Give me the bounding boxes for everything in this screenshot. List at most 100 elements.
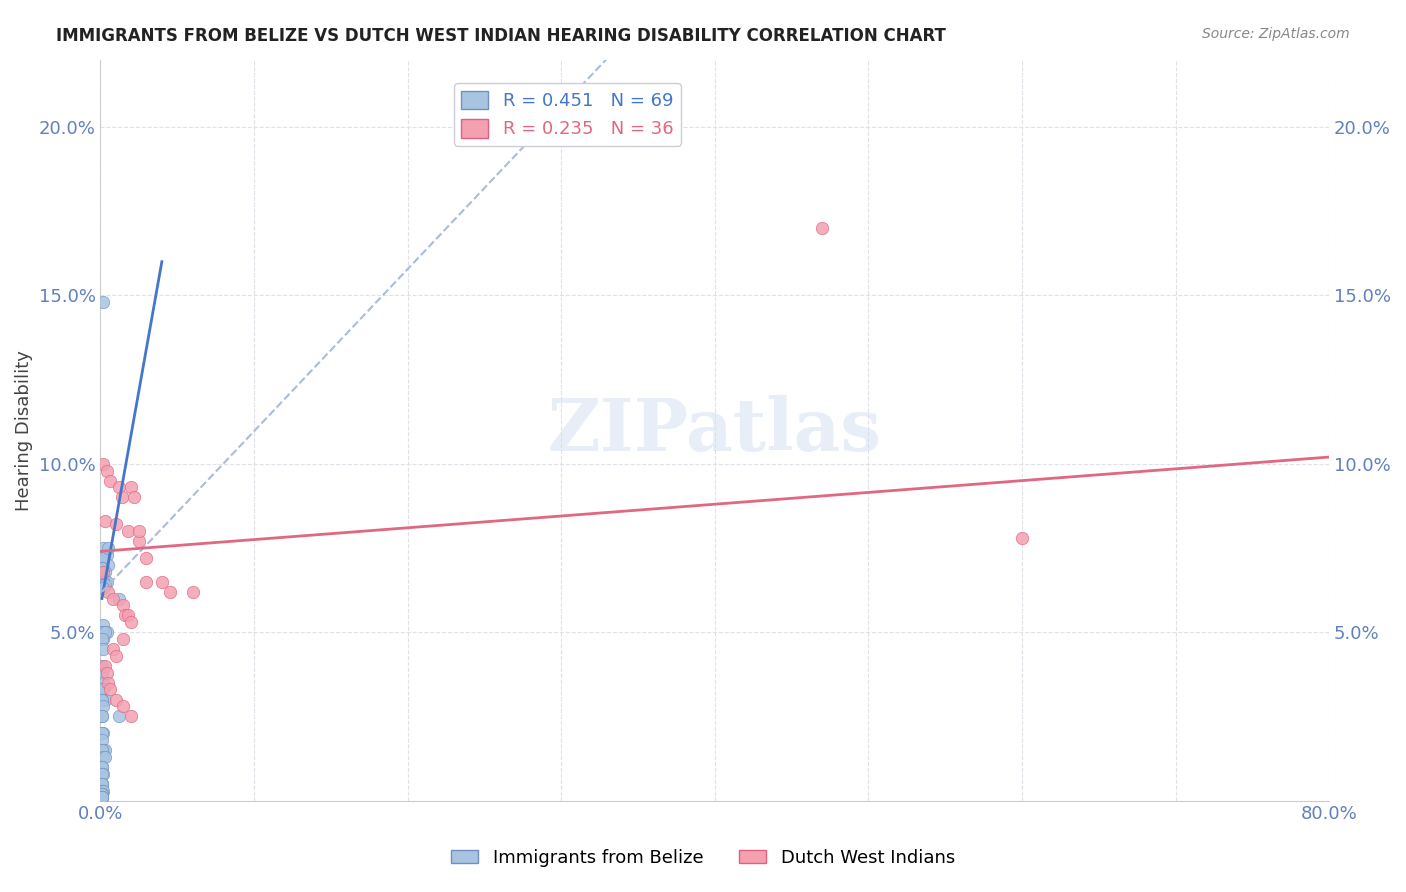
Point bbox=[97, 558, 120, 572]
Point bbox=[159, 584, 181, 599]
Point bbox=[94, 578, 117, 592]
Point bbox=[91, 783, 114, 797]
Point bbox=[96, 463, 118, 477]
Point bbox=[97, 584, 120, 599]
Point bbox=[93, 541, 115, 555]
Point bbox=[128, 534, 150, 549]
Point bbox=[91, 578, 114, 592]
Y-axis label: Hearing Disability: Hearing Disability bbox=[15, 350, 32, 510]
Point bbox=[120, 615, 142, 629]
Point bbox=[91, 692, 114, 706]
Point bbox=[101, 642, 124, 657]
Point bbox=[91, 625, 114, 640]
Point bbox=[91, 726, 114, 740]
Point bbox=[93, 558, 115, 572]
Point bbox=[1011, 531, 1033, 545]
Point bbox=[94, 514, 117, 528]
Point bbox=[91, 561, 114, 575]
Point bbox=[98, 682, 121, 697]
Point bbox=[181, 584, 204, 599]
Point bbox=[98, 474, 121, 488]
Point bbox=[93, 457, 115, 471]
Point bbox=[94, 625, 117, 640]
Point bbox=[91, 632, 114, 646]
Point bbox=[150, 574, 173, 589]
Point bbox=[94, 659, 117, 673]
Point bbox=[91, 692, 114, 706]
Point bbox=[112, 632, 135, 646]
Point bbox=[96, 574, 118, 589]
Point bbox=[91, 743, 114, 757]
Point bbox=[108, 709, 131, 723]
Text: ZIPatlas: ZIPatlas bbox=[548, 394, 882, 466]
Legend: R = 0.451   N = 69, R = 0.235   N = 36: R = 0.451 N = 69, R = 0.235 N = 36 bbox=[454, 84, 681, 145]
Legend: Immigrants from Belize, Dutch West Indians: Immigrants from Belize, Dutch West India… bbox=[444, 842, 962, 874]
Point bbox=[91, 551, 114, 566]
Point bbox=[135, 574, 157, 589]
Point bbox=[91, 760, 114, 774]
Point bbox=[91, 709, 114, 723]
Point bbox=[93, 699, 115, 714]
Point bbox=[93, 618, 115, 632]
Point bbox=[94, 548, 117, 562]
Point bbox=[811, 221, 834, 235]
Point bbox=[112, 599, 135, 613]
Point bbox=[94, 749, 117, 764]
Point bbox=[91, 790, 114, 805]
Point bbox=[91, 659, 114, 673]
Point bbox=[93, 551, 115, 566]
Point bbox=[94, 565, 117, 579]
Point bbox=[93, 682, 115, 697]
Point bbox=[93, 565, 115, 579]
Point bbox=[93, 571, 115, 585]
Point bbox=[93, 582, 115, 596]
Point bbox=[97, 541, 120, 555]
Point bbox=[93, 743, 115, 757]
Point bbox=[93, 675, 115, 690]
Point bbox=[91, 790, 114, 805]
Point bbox=[94, 625, 117, 640]
Text: IMMIGRANTS FROM BELIZE VS DUTCH WEST INDIAN HEARING DISABILITY CORRELATION CHART: IMMIGRANTS FROM BELIZE VS DUTCH WEST IND… bbox=[56, 27, 946, 45]
Point bbox=[117, 524, 139, 538]
Point bbox=[94, 574, 117, 589]
Point bbox=[91, 561, 114, 575]
Point bbox=[96, 665, 118, 680]
Point bbox=[91, 783, 114, 797]
Point bbox=[135, 551, 157, 566]
Point bbox=[91, 574, 114, 589]
Point bbox=[104, 517, 127, 532]
Point bbox=[112, 699, 135, 714]
Point bbox=[114, 608, 136, 623]
Point bbox=[91, 554, 114, 568]
Point bbox=[91, 787, 114, 801]
Point bbox=[96, 625, 118, 640]
Point bbox=[93, 295, 115, 310]
Point bbox=[91, 625, 114, 640]
Point bbox=[91, 777, 114, 791]
Point bbox=[104, 648, 127, 663]
Point bbox=[128, 524, 150, 538]
Point bbox=[93, 783, 115, 797]
Point bbox=[93, 749, 115, 764]
Point bbox=[93, 766, 115, 780]
Point bbox=[122, 491, 145, 505]
Point bbox=[91, 760, 114, 774]
Point bbox=[93, 726, 115, 740]
Point bbox=[91, 777, 114, 791]
Point bbox=[108, 480, 131, 494]
Point bbox=[91, 709, 114, 723]
Point bbox=[94, 692, 117, 706]
Point bbox=[91, 787, 114, 801]
Point bbox=[101, 591, 124, 606]
Point bbox=[93, 574, 115, 589]
Point bbox=[97, 675, 120, 690]
Point bbox=[117, 608, 139, 623]
Point bbox=[111, 491, 134, 505]
Text: Source: ZipAtlas.com: Source: ZipAtlas.com bbox=[1202, 27, 1350, 41]
Point bbox=[104, 692, 127, 706]
Point bbox=[94, 743, 117, 757]
Point bbox=[120, 480, 142, 494]
Point bbox=[120, 709, 142, 723]
Point bbox=[91, 733, 114, 747]
Point bbox=[91, 766, 114, 780]
